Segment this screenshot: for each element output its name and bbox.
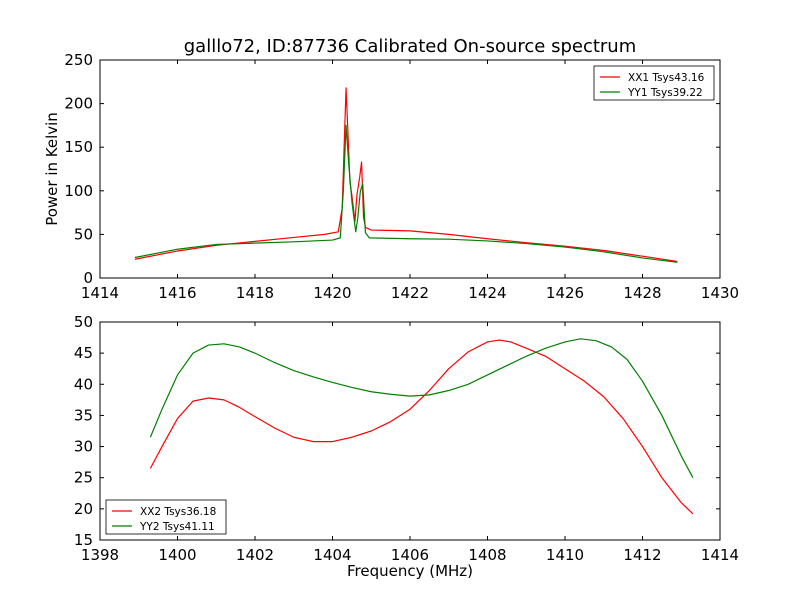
bottom-x-tick-label: 1398 — [81, 546, 119, 564]
top-y-tick-label: 250 — [64, 51, 93, 69]
bottom-x-tick-label: 1408 — [468, 546, 506, 564]
bottom-x-tick-label: 1412 — [623, 546, 661, 564]
top-y-tick-label: 100 — [64, 182, 93, 200]
bottom-legend-box — [105, 499, 227, 535]
bottom-x-axis-label: Frequency (MHz) — [347, 562, 473, 580]
top-y-axis-label: Power in Kelvin — [43, 112, 61, 226]
bottom-x-tick-label: 1406 — [391, 546, 429, 564]
top-plot-area: 1414 1416 1418 1420 1422 1424 1426 1428 1430 0 50 1… — [64, 51, 739, 302]
top-x-tick-label: 1428 — [623, 284, 661, 302]
bottom-x-tick-label: 1414 — [701, 546, 739, 564]
top-x-tick-label: 1430 — [701, 284, 739, 302]
top-y-tick-label: 50 — [74, 225, 93, 243]
bottom-y-tick-label: 45 — [74, 344, 93, 362]
bottom-y-tick-label: 35 — [74, 406, 93, 424]
top-legend: XX1 Tsys43.16 YY1 Tsys39.22 — [593, 65, 715, 101]
top-x-tick-label: 1426 — [546, 284, 584, 302]
bottom-plot-frame — [99, 321, 721, 541]
top-legend-label-2: YY1 Tsys39.22 — [627, 87, 703, 99]
bottom-x-tick-label: 1402 — [236, 546, 274, 564]
bottom-legend-label-1: XX2 Tsys36.18 — [140, 506, 216, 518]
bottom-ticks: 1398 1400 1402 1404 1406 1408 1410 1412 1414 15 20… — [74, 313, 739, 564]
bottom-series-lines — [149, 338, 694, 515]
top-legend-box — [593, 65, 715, 101]
top-x-tick-label: 1416 — [158, 284, 196, 302]
top-x-tick-label: 1414 — [81, 284, 119, 302]
bottom-y-tick-label: 25 — [74, 469, 93, 487]
bottom-x-tick-label: 1410 — [546, 546, 584, 564]
top-x-tick-label: 1422 — [391, 284, 429, 302]
chart-title: galllo72, ID:87736 Calibrated On-source … — [184, 36, 637, 57]
top-series-line-2 — [134, 124, 678, 263]
bottom-legend: XX2 Tsys36.18 YY2 Tsys41.11 — [105, 499, 227, 535]
bottom-y-tick-label: 40 — [74, 375, 93, 393]
top-legend-label-1: XX1 Tsys43.16 — [628, 72, 705, 84]
top-series-lines — [134, 87, 678, 263]
bottom-plot-area: 1398 1400 1402 1404 1406 1408 1410 1412 1414 15 20… — [74, 313, 739, 564]
bottom-series-line-1 — [149, 339, 694, 515]
top-y-tick-label: 200 — [64, 95, 93, 113]
bottom-legend-label-2: YY2 Tsys41.11 — [139, 521, 215, 533]
top-ticks: 1414 1416 1418 1420 1422 1424 1426 1428 1430 0 50 1… — [64, 51, 739, 302]
bottom-series-line-2 — [149, 338, 694, 478]
bottom-x-tick-label: 1400 — [158, 546, 196, 564]
top-y-tick-label: 0 — [83, 269, 93, 287]
bottom-y-tick-label: 30 — [74, 438, 93, 456]
bottom-x-tick-label: 1404 — [313, 546, 351, 564]
top-series-line-1 — [134, 87, 678, 263]
top-x-tick-label: 1424 — [468, 284, 506, 302]
bottom-y-tick-label: 20 — [74, 500, 93, 518]
bottom-y-tick-label: 15 — [74, 531, 93, 549]
top-x-tick-label: 1418 — [236, 284, 274, 302]
bottom-y-tick-label: 50 — [74, 313, 93, 331]
top-y-tick-label: 150 — [64, 138, 93, 156]
top-plot-frame — [99, 59, 721, 279]
top-x-tick-label: 1420 — [313, 284, 351, 302]
